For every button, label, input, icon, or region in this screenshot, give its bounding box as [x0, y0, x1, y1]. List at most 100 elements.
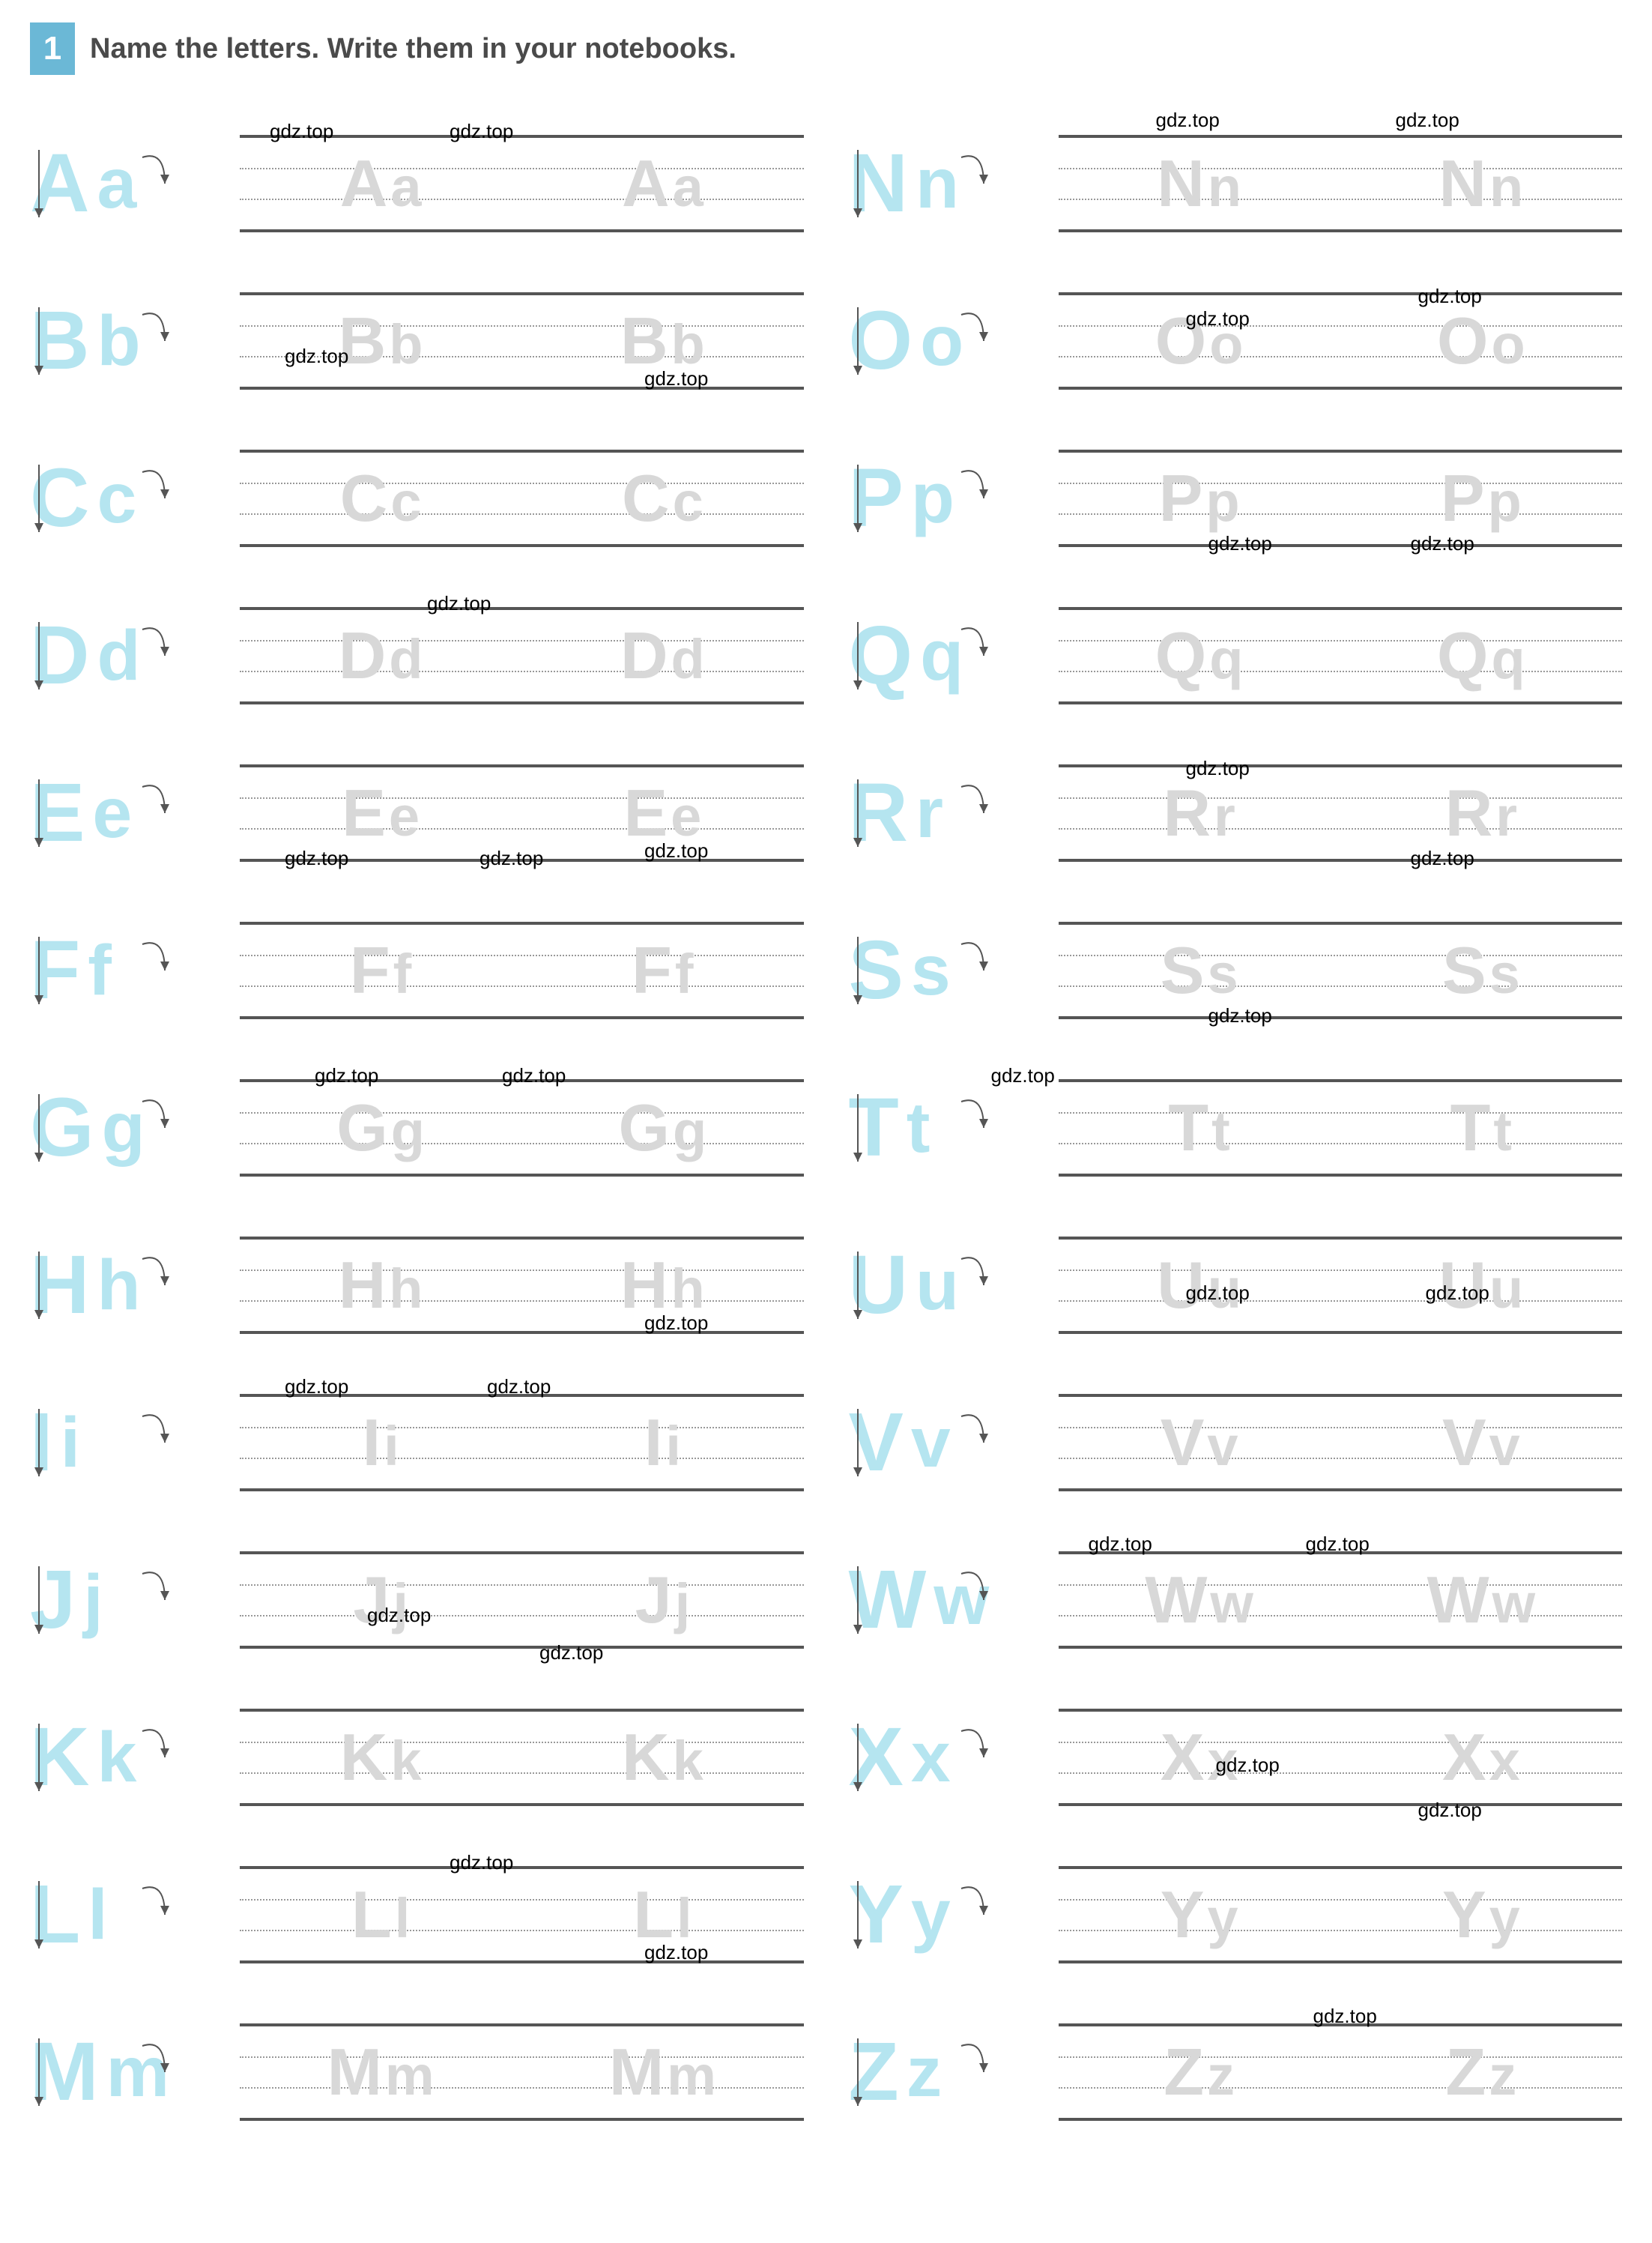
watermark-text: gdz.top — [1186, 1282, 1250, 1305]
watermark-text: gdz.top — [285, 1375, 348, 1398]
practice-trace-text: Mm Mm — [240, 2023, 804, 2121]
model-upper-letter: K — [30, 1716, 89, 1799]
model-lower-letter: g — [102, 1093, 145, 1164]
practice-cell: Mm Mm — [240, 2023, 804, 2121]
model-letter-cell: V v — [849, 1401, 1044, 1484]
practice-trace-text: Yy Yy — [1059, 1866, 1623, 1963]
watermark-text: gdz.top — [539, 1641, 603, 1664]
model-upper-letter: Q — [849, 615, 913, 697]
model-upper-letter: L — [30, 1874, 80, 1956]
model-lower-letter: d — [97, 621, 140, 692]
model-upper-letter: F — [30, 929, 80, 1012]
model-letter-cell: D d — [30, 615, 225, 697]
watermark-text: gdz.top — [1208, 532, 1272, 555]
letter-row: I i Ii Ii gdz.topgdz.top — [30, 1364, 804, 1521]
practice-trace-text: Ww Ww — [1059, 1551, 1623, 1649]
letter-row: U u Uu Uu gdz.topgdz.top — [849, 1207, 1623, 1364]
left-column: A a Aa Aa gdz.top gdz.top B b — [30, 105, 804, 2151]
watermark-text: gdz.top — [1426, 1282, 1489, 1305]
model-letter-cell: G g — [30, 1087, 225, 1169]
alphabet-grid: A a Aa Aa gdz.top gdz.top B b — [30, 105, 1622, 2151]
letter-row: G g Gg Gg gdz.topgdz.top — [30, 1049, 804, 1207]
model-letter-cell: S s — [849, 929, 1044, 1012]
practice-trace-text: Gg Gg — [240, 1079, 804, 1177]
letter-row: B b Bb Bb gdz.topgdz.top — [30, 262, 804, 420]
watermark-text: gdz.top — [1089, 1533, 1152, 1556]
right-column: N n Nn Nn gdz.topgdz.top O o — [849, 105, 1623, 2151]
model-upper-letter: J — [30, 1559, 76, 1641]
practice-cell: Cc Cc — [240, 450, 804, 547]
model-upper-letter: N — [849, 142, 908, 225]
model-letter-cell: J j — [30, 1559, 225, 1641]
model-letter-cell: C c — [30, 457, 225, 540]
watermark-text: gdz.top — [450, 1851, 513, 1874]
model-letter-cell: F f — [30, 929, 225, 1012]
practice-trace-text: Dd Dd — [240, 607, 804, 704]
model-letter-cell: B b — [30, 300, 225, 382]
practice-cell: Ll Ll gdz.topgdz.top — [240, 1866, 804, 1963]
model-upper-letter: W — [849, 1559, 927, 1641]
letter-row: W w Ww Ww gdz.topgdz.top — [849, 1521, 1623, 1679]
model-upper-letter: D — [30, 615, 89, 697]
model-lower-letter: i — [61, 1407, 80, 1479]
model-lower-letter: x — [911, 1722, 951, 1793]
model-upper-letter: X — [849, 1716, 904, 1799]
model-lower-letter: t — [907, 1093, 931, 1164]
model-upper-letter: V — [849, 1401, 904, 1484]
model-lower-letter: a — [97, 148, 136, 220]
model-letter-cell: W w — [849, 1559, 1044, 1641]
practice-cell: Vv Vv — [1059, 1394, 1623, 1491]
practice-trace-text: Kk Kk — [240, 1709, 804, 1806]
model-upper-letter: Y — [849, 1874, 904, 1956]
model-lower-letter: v — [911, 1407, 951, 1479]
practice-trace-text: Ll Ll — [240, 1866, 804, 1963]
watermark-text: gdz.top — [644, 367, 708, 390]
watermark-text: gdz.top — [479, 847, 543, 870]
model-lower-letter: m — [106, 2037, 169, 2108]
practice-trace-text: Tt Tt — [1059, 1079, 1623, 1177]
letter-row: Y y Yy Yy — [849, 1836, 1623, 1993]
letter-row: Q q Qq Qq — [849, 577, 1623, 734]
watermark-text: gdz.top — [450, 120, 513, 143]
letter-row: X x Xx Xx gdz.topgdz.top — [849, 1679, 1623, 1836]
model-letter-cell: K k — [30, 1716, 225, 1799]
letter-row: D d Dd Dd gdz.top — [30, 577, 804, 734]
model-lower-letter: c — [97, 463, 136, 534]
model-letter-cell: A a — [30, 142, 225, 225]
letter-row: V v Vv Vv — [849, 1364, 1623, 1521]
practice-cell: Tt Tt gdz.top — [1059, 1079, 1623, 1177]
model-lower-letter: f — [88, 935, 112, 1006]
watermark-text: gdz.top — [427, 592, 491, 615]
model-letter-cell: X x — [849, 1716, 1044, 1799]
watermark-text: gdz.top — [1418, 1799, 1482, 1822]
practice-trace-text: Hh Hh — [240, 1237, 804, 1334]
watermark-text: gdz.top — [1208, 1004, 1272, 1027]
practice-cell: Rr Rr gdz.topgdz.top — [1059, 764, 1623, 862]
model-letter-cell: T t — [849, 1087, 1044, 1169]
model-lower-letter: k — [97, 1722, 136, 1793]
model-letter-cell: O o — [849, 300, 1044, 382]
practice-cell: Ee Ee gdz.topgdz.topgdz.top — [240, 764, 804, 862]
model-letter-cell: M m — [30, 2031, 225, 2113]
model-upper-letter: S — [849, 929, 904, 1012]
letter-row: A a Aa Aa gdz.top gdz.top — [30, 105, 804, 262]
model-upper-letter: I — [30, 1401, 53, 1484]
model-lower-letter: q — [920, 621, 963, 692]
practice-trace-text: Cc Cc — [240, 450, 804, 547]
model-upper-letter: E — [30, 772, 85, 854]
practice-cell: Pp Pp gdz.topgdz.top — [1059, 450, 1623, 547]
model-upper-letter: U — [849, 1244, 908, 1326]
task-title: Name the letters. Write them in your not… — [90, 33, 736, 65]
practice-cell: Ff Ff — [240, 922, 804, 1019]
model-letter-cell: L l — [30, 1874, 225, 1956]
watermark-text: gdz.top — [285, 847, 348, 870]
watermark-text: gdz.top — [1186, 307, 1250, 330]
practice-trace-text: Aa Aa — [240, 135, 804, 232]
model-letter-cell: Y y — [849, 1874, 1044, 1956]
practice-cell: Jj Jj gdz.topgdz.top — [240, 1551, 804, 1649]
watermark-text: gdz.top — [270, 120, 333, 143]
model-letter-cell: Z z — [849, 2031, 1044, 2113]
model-letter-cell: Q q — [849, 615, 1044, 697]
watermark-text: gdz.top — [644, 1941, 708, 1964]
model-upper-letter: M — [30, 2031, 99, 2113]
